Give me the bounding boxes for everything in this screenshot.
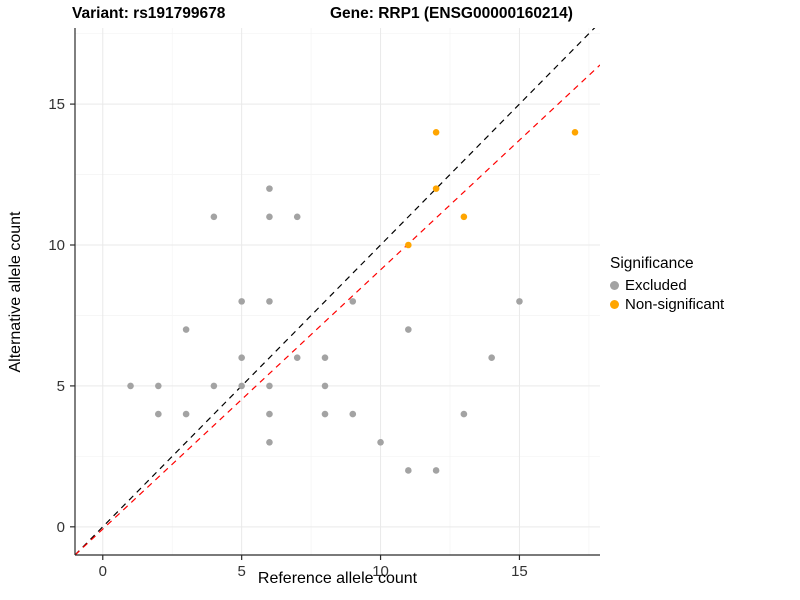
excluded-dot-icon	[610, 281, 619, 290]
svg-text:5: 5	[57, 378, 65, 395]
legend-item-excluded: Excluded	[610, 277, 795, 294]
legend: Significance Excluded Non-significant	[610, 255, 795, 315]
legend-title: Significance	[610, 255, 694, 272]
non-significant-dot-icon	[610, 300, 619, 309]
x-axis-label: Reference allele count	[257, 570, 418, 587]
svg-text:10: 10	[372, 563, 389, 580]
svg-text:15: 15	[511, 563, 528, 580]
legend-item-label: Excluded	[625, 277, 687, 294]
svg-text:10: 10	[48, 237, 65, 254]
gene-title: Gene: RRP1 (ENSG00000160214)	[330, 5, 573, 22]
legend-item-label: Non-significant	[625, 296, 725, 313]
svg-text:5: 5	[237, 563, 245, 580]
y-axis-label: Alternative allele count	[7, 211, 24, 373]
legend-item-non-significant: Non-significant	[610, 296, 795, 313]
svg-text:0: 0	[57, 519, 65, 536]
svg-text:15: 15	[48, 96, 65, 113]
svg-text:0: 0	[99, 563, 107, 580]
variant-title: Variant: rs191799678	[72, 5, 226, 22]
